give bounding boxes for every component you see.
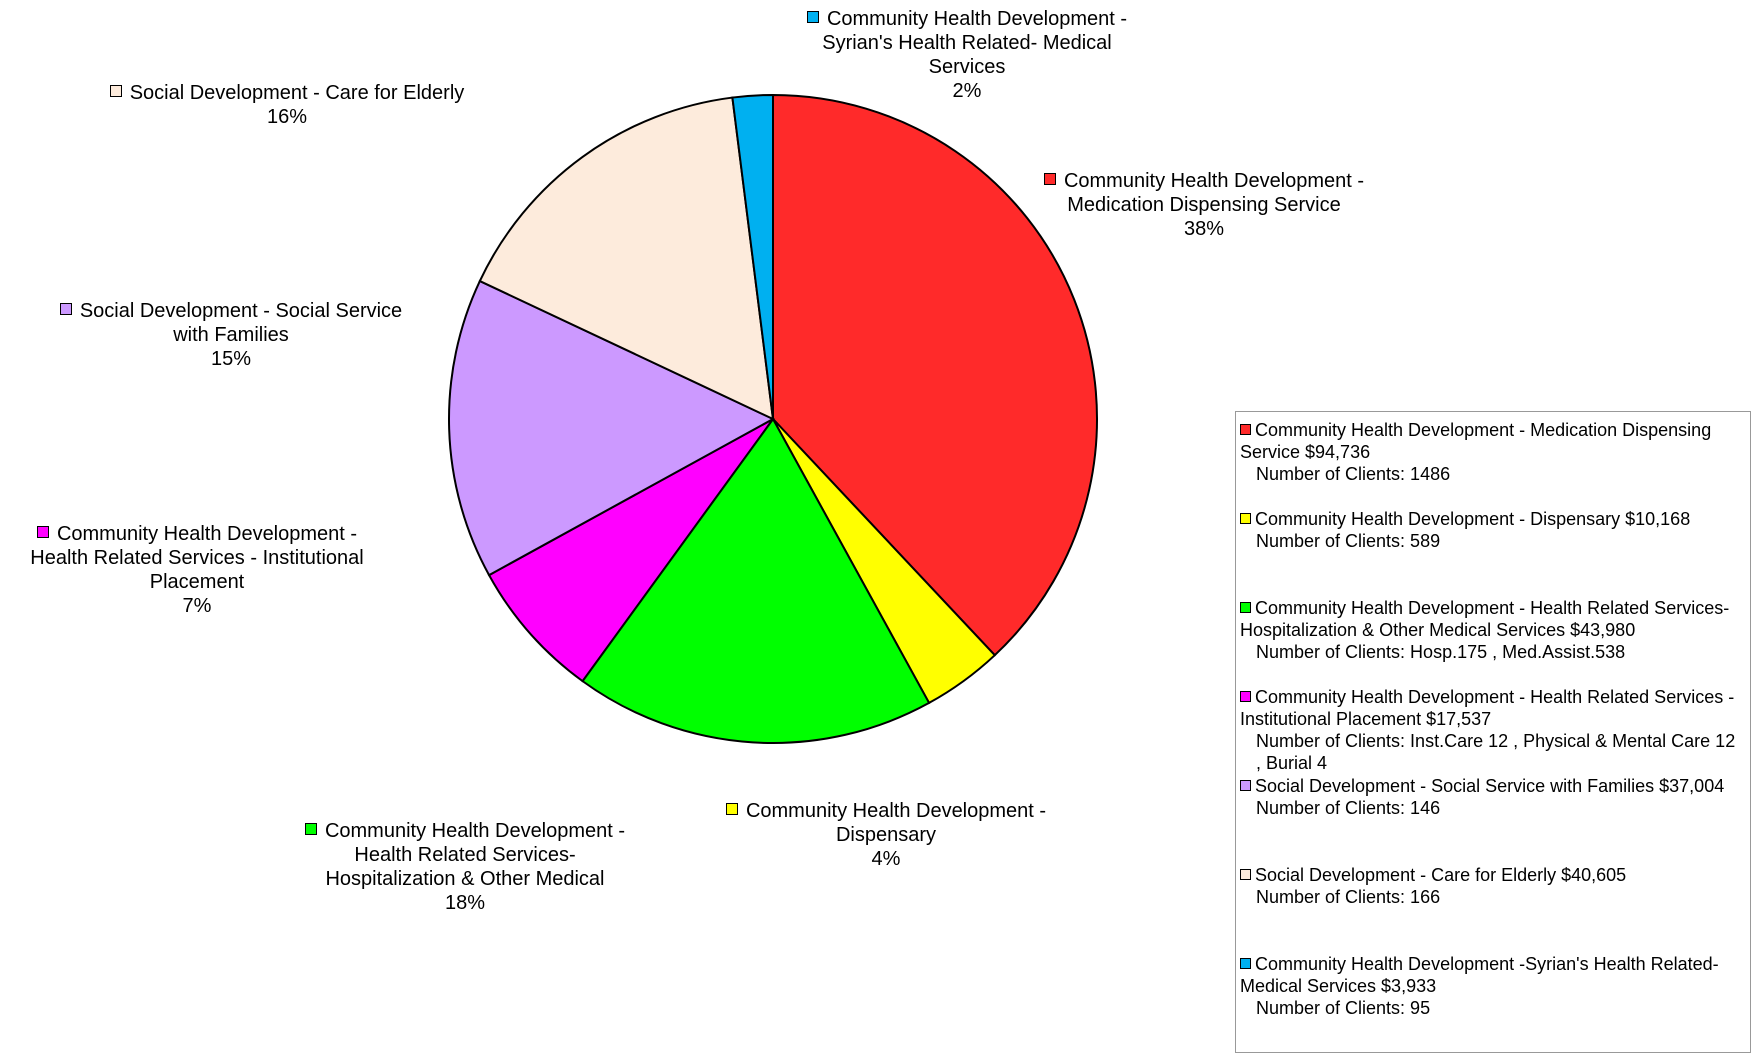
page: Community Health Development - Medicatio… xyxy=(12,7,1751,1053)
legend-marker xyxy=(36,526,49,538)
legend-text: Community Health Development - Health Re… xyxy=(1240,687,1735,729)
legend-marker xyxy=(1240,691,1251,702)
legend-marker xyxy=(304,823,317,835)
slice-category: Community Health Development - Medicatio… xyxy=(1063,170,1365,216)
slice-category: Community Health Development - Health Re… xyxy=(324,820,626,890)
legend-text: Number of Clients: Hosp.175 , Med.Assist… xyxy=(1240,641,1740,663)
slice-value-label: 18% xyxy=(444,892,486,914)
legend-entry: Social Development - Social Service with… xyxy=(1240,775,1740,819)
legend-entry: Community Health Development - Medicatio… xyxy=(1240,419,1740,485)
legend-marker xyxy=(1240,780,1251,791)
legend-marker xyxy=(59,303,72,315)
slice-value-label: 38% xyxy=(1183,218,1225,240)
legend-marker xyxy=(1043,173,1056,185)
legend-marker xyxy=(1240,513,1251,524)
slice-category: Community Health Development - Health Re… xyxy=(30,523,364,593)
slice-label: Community Health Development - Health Re… xyxy=(12,522,382,618)
legend-marker xyxy=(806,11,819,23)
slice-value-label: 2% xyxy=(952,80,982,102)
legend-marker xyxy=(1240,869,1251,880)
legend-text: Community Health Development - Health Re… xyxy=(1240,598,1730,640)
legend-text: Number of Clients: 166 xyxy=(1256,887,1441,907)
legend-text: Number of Clients: 146 xyxy=(1256,798,1441,818)
legend-text: Social Development - Care for Elderly $4… xyxy=(1240,864,1740,886)
legend-marker xyxy=(109,85,122,97)
legend-text: Community Health Development - Dispensar… xyxy=(1240,508,1740,530)
chart xyxy=(448,93,1098,744)
slice-category: Social Development - Care for Elderly xyxy=(129,82,465,104)
legend-text: Community Health Development -Syrian's H… xyxy=(1240,953,1740,997)
pie-slice xyxy=(772,93,1098,657)
legend-text: Number of Clients: Inst.Care 12 , Physic… xyxy=(1240,730,1740,774)
legend-text: Number of Clients: 589 xyxy=(1256,531,1441,551)
slice-label: Social Development - Social Service with… xyxy=(51,299,411,371)
pie-slice xyxy=(478,96,775,421)
legend-text: Number of Clients: 1486 xyxy=(1256,464,1451,484)
pie-slice xyxy=(581,417,931,744)
slice-category: Social Development - Social Service with… xyxy=(79,300,403,346)
slice-label: Community Health Development - Syrian's … xyxy=(797,7,1137,103)
legend-text: Community Health Development - Medicatio… xyxy=(1240,420,1712,462)
legend-marker xyxy=(1240,602,1251,613)
legend: Community Health Development - Medicatio… xyxy=(1235,411,1751,1053)
legend-text: Number of Clients: 95 xyxy=(1256,998,1431,1018)
legend-entry: Community Health Development - Health Re… xyxy=(1240,597,1740,663)
slice-label: Community Health Development - Health Re… xyxy=(295,819,635,915)
legend-entry: Community Health Development - Health Re… xyxy=(1240,686,1740,774)
legend-text: Number of Clients: 146 xyxy=(1240,797,1740,819)
legend-text: Community Health Development -Syrian's H… xyxy=(1240,954,1719,996)
legend-text: Number of Clients: 589 xyxy=(1240,530,1740,552)
slice-value-label: 4% xyxy=(871,848,901,870)
legend-text: Community Health Development - Dispensar… xyxy=(1255,509,1691,529)
legend-text: Community Health Development - Health Re… xyxy=(1240,597,1740,641)
legend-entry: Social Development - Care for Elderly $4… xyxy=(1240,864,1740,908)
slice-value-label: 7% xyxy=(182,595,212,617)
legend-text: Social Development - Social Service with… xyxy=(1240,775,1740,797)
legend-text: Number of Clients: Inst.Care 12 , Physic… xyxy=(1256,731,1736,773)
pie-slice xyxy=(731,93,774,420)
legend-marker xyxy=(1240,958,1251,969)
legend-text: Community Health Development - Medicatio… xyxy=(1240,419,1740,463)
legend-marker xyxy=(725,803,738,815)
slice-value-label: 16% xyxy=(266,106,308,128)
legend-text: Number of Clients: Hosp.175 , Med.Assist… xyxy=(1256,642,1626,662)
legend-text: Number of Clients: 1486 xyxy=(1240,463,1740,485)
slice-category: Community Health Development - Syrian's … xyxy=(822,8,1128,78)
slice-value-label: 15% xyxy=(210,348,252,370)
legend-text: Number of Clients: 166 xyxy=(1240,886,1740,908)
legend-entry: Community Health Development -Syrian's H… xyxy=(1240,953,1740,1019)
legend-text: Social Development - Care for Elderly $4… xyxy=(1255,865,1627,885)
slice-label: Social Development - Care for Elderly 16% xyxy=(87,81,487,129)
legend-text: Social Development - Social Service with… xyxy=(1255,776,1725,796)
legend-entry: Community Health Development - Dispensar… xyxy=(1240,508,1740,552)
legend-text: Number of Clients: 95 xyxy=(1240,997,1740,1019)
legend-text: Community Health Development - Health Re… xyxy=(1240,686,1740,730)
slice-category: Community Health Development - Dispensar… xyxy=(745,800,1047,846)
slice-label: Community Health Development - Dispensar… xyxy=(706,799,1066,871)
pie-slice xyxy=(448,279,776,577)
slice-label: Community Health Development - Medicatio… xyxy=(1024,169,1384,241)
legend-marker xyxy=(1240,424,1251,435)
pie-slice xyxy=(487,418,774,683)
